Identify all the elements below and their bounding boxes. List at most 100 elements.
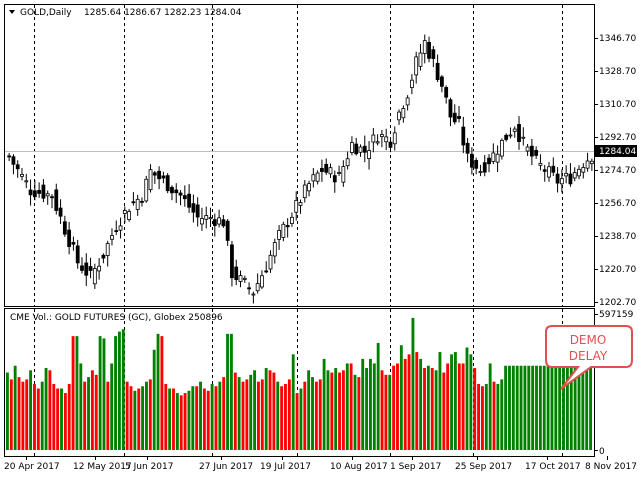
callout-line-1: DEMO <box>570 333 607 347</box>
candle-body <box>529 145 534 157</box>
time-axis-label: 19 Jul 2017 <box>260 462 311 472</box>
candle-body <box>525 146 530 152</box>
candle-body <box>380 134 384 137</box>
candle-body <box>67 229 72 247</box>
volume-bar <box>210 383 214 450</box>
volume-bar <box>403 358 407 450</box>
volume-bar <box>303 381 307 450</box>
volume-bar <box>75 336 79 450</box>
candle-body <box>114 230 119 232</box>
volume-bar <box>538 365 542 450</box>
candle-body <box>118 225 123 231</box>
volume-bar <box>152 349 156 450</box>
volume-bar <box>25 379 29 450</box>
volume-bar <box>562 365 565 450</box>
candle-body <box>7 155 12 158</box>
candle-body <box>422 40 427 54</box>
volume-bar <box>322 358 326 450</box>
candle-body <box>20 174 24 177</box>
candle-body <box>54 189 59 211</box>
candle-body <box>101 254 106 259</box>
candle-body <box>512 128 517 132</box>
candle-body <box>264 270 269 273</box>
volume-bar <box>133 390 137 450</box>
volume-bar <box>141 386 145 450</box>
volume-bar <box>90 370 94 450</box>
candle-body <box>230 244 234 279</box>
volume-bar <box>145 381 148 450</box>
volume-bars <box>6 317 592 450</box>
candle-body <box>28 189 33 196</box>
volume-bar <box>114 336 117 450</box>
candle-body <box>564 172 569 177</box>
time-axis-label: 27 Jun 2017 <box>199 462 253 472</box>
triangle-down-icon[interactable] <box>9 10 15 14</box>
volume-bar <box>384 374 388 450</box>
candle-body <box>131 201 136 204</box>
volume-bar <box>13 365 17 450</box>
candle-body <box>157 170 162 180</box>
candle-body <box>105 243 110 256</box>
ohlc-values: 1285.64 1286.67 1282.23 1284.04 <box>84 8 242 18</box>
symbol-label: GOLD,Daily <box>20 8 72 18</box>
candle-body <box>414 56 419 76</box>
candle-body <box>362 145 367 153</box>
volume-bar <box>183 393 187 450</box>
candle-body <box>294 200 299 213</box>
volume-bar <box>175 393 179 450</box>
price-axis[interactable]: 1346.70 1328.70 1310.70 1292.70 1274.70 1256.… <box>594 34 636 308</box>
volume-bar <box>94 374 98 450</box>
current-price-label: 1284.04 <box>599 147 636 157</box>
candle-body <box>354 143 359 155</box>
volume-bar <box>245 379 249 450</box>
candle-body <box>247 287 251 290</box>
volume-bar <box>195 386 199 450</box>
price-axis-label: 1310.70 <box>599 100 636 110</box>
candle-body <box>397 111 401 121</box>
volume-bar <box>87 377 90 450</box>
candle-body <box>62 221 67 235</box>
volume-bar <box>71 336 75 450</box>
volume-bar <box>411 317 415 450</box>
candle-body <box>551 165 556 173</box>
volume-bar <box>21 381 25 450</box>
candle-body <box>448 99 453 118</box>
volume-bar <box>60 388 63 450</box>
candle-body <box>298 202 303 206</box>
candle-body <box>384 136 389 143</box>
time-axis-label: 12 May 2017 <box>73 462 132 472</box>
candle-body <box>84 262 89 276</box>
candle-body <box>238 275 243 282</box>
candle-body <box>311 174 316 182</box>
candle-body <box>452 112 457 123</box>
candle-body <box>401 108 406 119</box>
volume-bar <box>341 370 345 450</box>
volume-bar <box>453 352 457 450</box>
candle-body <box>148 169 153 191</box>
volume-bar <box>369 358 372 450</box>
candle-body <box>208 217 213 220</box>
volume-bar <box>226 333 229 450</box>
volume-bar <box>492 381 496 450</box>
volume-bar <box>218 381 222 450</box>
candle-body <box>174 189 179 194</box>
candle-body <box>195 204 200 218</box>
candle-body <box>217 217 221 225</box>
candle-body <box>187 193 191 208</box>
volume-bar <box>488 363 492 450</box>
volume-bar <box>83 381 87 450</box>
volume-bar <box>380 370 384 450</box>
candle-body <box>444 87 449 98</box>
candle-body <box>337 172 341 174</box>
volume-bar <box>500 379 504 450</box>
price-candles <box>7 34 594 304</box>
volume-bar <box>484 383 488 450</box>
volume-bar <box>496 383 500 450</box>
volume-bar <box>268 370 272 450</box>
volume-bar <box>415 352 419 450</box>
volume-bar <box>388 374 392 450</box>
volume-bar <box>357 377 361 450</box>
candle-body <box>251 293 256 296</box>
